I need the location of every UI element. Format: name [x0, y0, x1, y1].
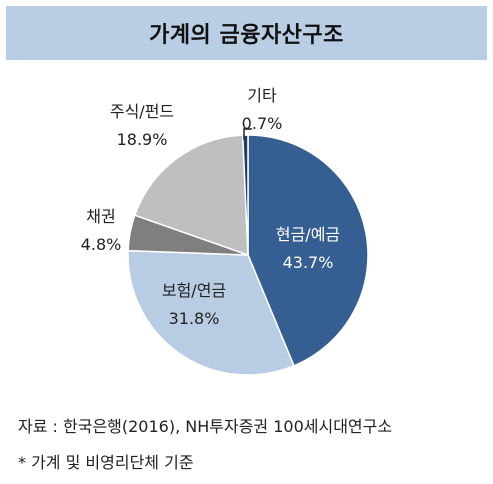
pie-slice-1	[247, 134, 369, 367]
leader-line	[243, 128, 252, 140]
pie-slice-5	[241, 134, 249, 256]
slice-label-3: 채권	[86, 207, 115, 226]
slice-value-2: 31.8%	[169, 309, 220, 328]
pie-chart: 현금/예금 43.7% 보험/연금 31.8% 채권 4.8% 주식/펀드 18.9% 기타 0.…	[81, 86, 369, 376]
pie-slice-4	[133, 134, 249, 257]
chart-title: 가계의 금융자산구조	[149, 23, 344, 48]
slice-label-1: 현금/예금	[276, 225, 340, 244]
slice-label-5: 기타	[247, 86, 277, 105]
slice-value-4: 18.9%	[117, 130, 168, 149]
pie-slice-2	[127, 249, 295, 376]
slice-label-2: 보험/연금	[162, 281, 226, 300]
slice-value-5: 0.7%	[242, 114, 283, 133]
slice-value-3: 4.8%	[81, 235, 122, 254]
base-note: * 가계 및 비영리단체 기준	[18, 453, 194, 472]
source-note: 자료 : 한국은행(2016), NH투자증권 100세시대연구소	[18, 417, 393, 436]
slice-label-4: 주식/펀드	[110, 102, 174, 121]
chart-title-bar: 가계의 금융자산구조	[6, 6, 487, 60]
slice-value-1: 43.7%	[283, 253, 334, 272]
